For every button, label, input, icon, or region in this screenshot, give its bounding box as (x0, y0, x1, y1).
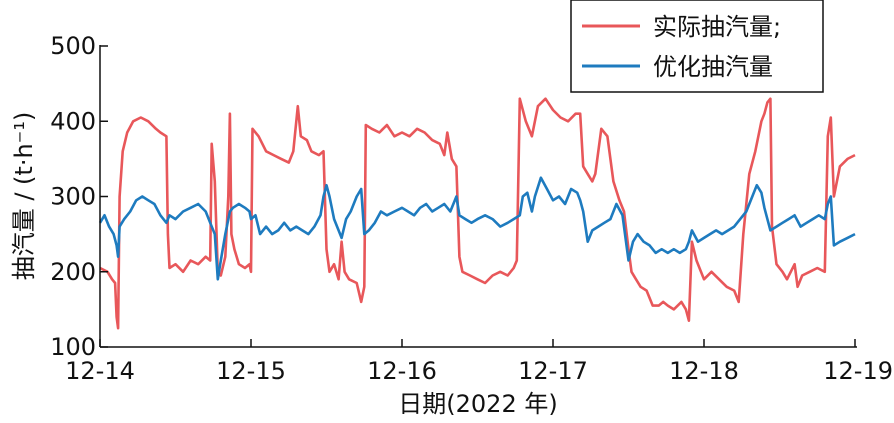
legend-box (570, 0, 824, 93)
x-tick-label: 12-18 (669, 357, 739, 385)
y-tick-label: 300 (50, 183, 96, 211)
x-tick-label: 12-19 (823, 357, 893, 385)
legend-label-actual: 实际抽汽量; (653, 13, 781, 41)
y-tick-label: 500 (50, 32, 96, 60)
legend: 实际抽汽量; 优化抽汽量 (570, 0, 824, 93)
legend-label-optimized: 优化抽汽量 (653, 53, 773, 81)
y-tick-label: 100 (50, 333, 96, 361)
plot-lines (98, 97, 856, 330)
y-axis-title: 抽汽量 / (t·h⁻¹) (10, 112, 38, 281)
axis-ticks: 100 200 300 400 500 12-14 12-15 12-16 12-17 12-18… (50, 32, 893, 385)
x-tick-label: 12-17 (518, 357, 588, 385)
series-line-1 (98, 176, 856, 281)
y-tick-label: 400 (50, 107, 96, 135)
x-tick-label: 12-16 (367, 357, 437, 385)
x-axis-title: 日期(2022 年) (398, 390, 557, 418)
x-tick-label: 12-15 (216, 357, 286, 385)
y-tick-label: 200 (50, 258, 96, 286)
x-tick-label: 12-14 (65, 357, 135, 385)
series-line-0 (99, 97, 856, 330)
